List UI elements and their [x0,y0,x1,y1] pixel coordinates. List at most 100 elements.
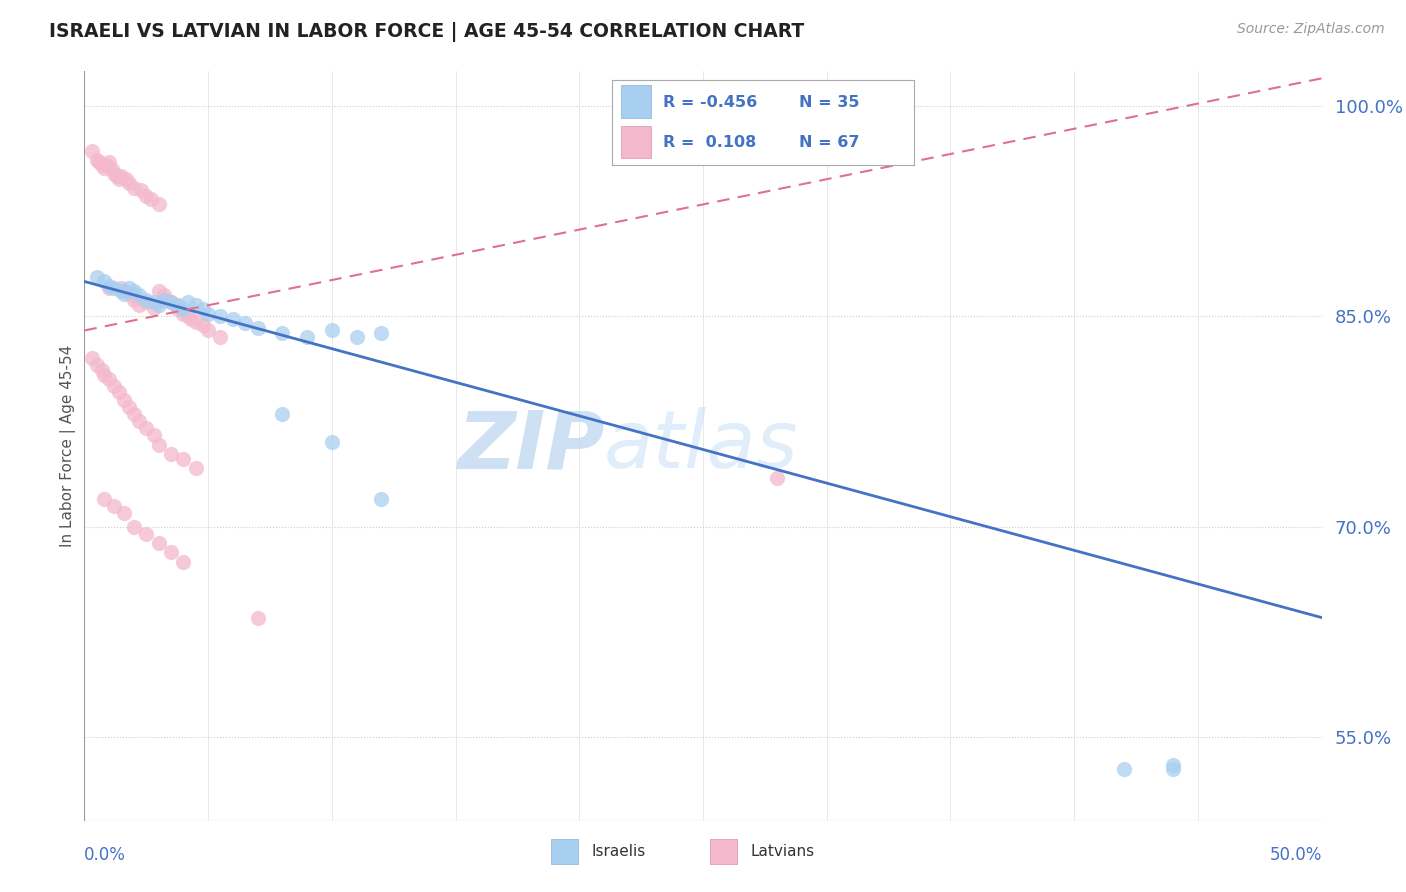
Bar [710,839,737,864]
Point [98,281,121,295]
Point [172,307,194,321]
Point [160,447,183,461]
Point [112,393,135,408]
Point [1112,762,1135,776]
Point [120,288,142,302]
Point [103,281,125,295]
Point [118,177,141,191]
Text: 0.0%: 0.0% [84,846,127,863]
Text: N = 67: N = 67 [799,135,859,150]
Point [295,330,318,344]
Point [128,288,150,302]
Point [118,281,141,295]
Point [110,169,132,184]
Point [122,285,145,299]
Point [321,435,343,450]
Point [177,295,200,310]
Text: Source: ZipAtlas.com: Source: ZipAtlas.com [1237,22,1385,37]
Point [167,302,190,317]
Point [141,192,163,206]
Point [98,372,121,386]
Point [93,275,115,289]
Point [1161,757,1184,772]
Point [142,301,165,315]
Point [108,172,131,186]
Point [370,326,392,341]
Point [191,318,214,332]
Point [98,278,121,293]
Point [93,491,115,506]
Point [103,499,125,513]
Point [167,298,190,312]
Point [165,298,187,312]
Bar [620,126,651,158]
Point [197,323,219,337]
Bar [551,839,578,864]
Point [115,172,138,186]
Point [172,302,194,317]
Point [93,368,115,383]
Point [118,401,141,415]
Point [128,298,150,312]
Point [246,610,269,624]
Point [122,408,145,422]
Text: atlas: atlas [605,407,799,485]
Point [122,293,145,307]
Point [98,155,121,169]
Point [129,183,152,197]
Point [110,285,132,299]
Point [86,270,108,285]
Text: N = 35: N = 35 [799,95,859,110]
Point [209,330,232,344]
Point [148,536,170,550]
Point [321,323,343,337]
Point [209,310,232,324]
Point [90,158,112,172]
Point [112,285,135,299]
Point [246,320,269,334]
Point [172,452,194,467]
Point [80,144,103,158]
Point [122,519,145,533]
Point [135,293,157,307]
Point [184,298,207,312]
Point [100,162,122,177]
Point [155,293,177,307]
Point [142,295,165,310]
Point [160,295,183,310]
Point [86,359,108,373]
Point [80,351,103,366]
Text: ISRAELI VS LATVIAN IN LABOR FORCE | AGE 45-54 CORRELATION CHART: ISRAELI VS LATVIAN IN LABOR FORCE | AGE … [49,22,804,42]
Text: Latvians: Latvians [751,845,814,859]
Point [233,317,256,331]
Point [172,555,194,569]
Point [135,421,157,435]
Point [108,385,131,400]
Point [112,287,135,301]
Text: Israelis: Israelis [592,845,645,859]
Point [103,167,125,181]
Bar [620,86,651,118]
Point [148,285,170,299]
Point [135,189,157,203]
Point [135,526,157,541]
Point [112,506,135,520]
Point [103,379,125,393]
Point [96,158,118,172]
Y-axis label: In Labor Force | Age 45-54: In Labor Force | Age 45-54 [60,345,76,547]
Point [191,302,214,317]
Point [93,161,115,175]
Point [148,197,170,211]
Point [271,326,294,341]
Point [152,293,174,307]
Point [160,295,183,310]
Point [197,307,219,321]
Point [160,545,183,559]
Text: 50.0%: 50.0% [1270,846,1322,863]
Point [148,298,170,312]
Point [346,330,368,344]
Point [271,408,294,422]
Point [122,180,145,194]
Point [89,155,111,169]
Point [152,288,174,302]
